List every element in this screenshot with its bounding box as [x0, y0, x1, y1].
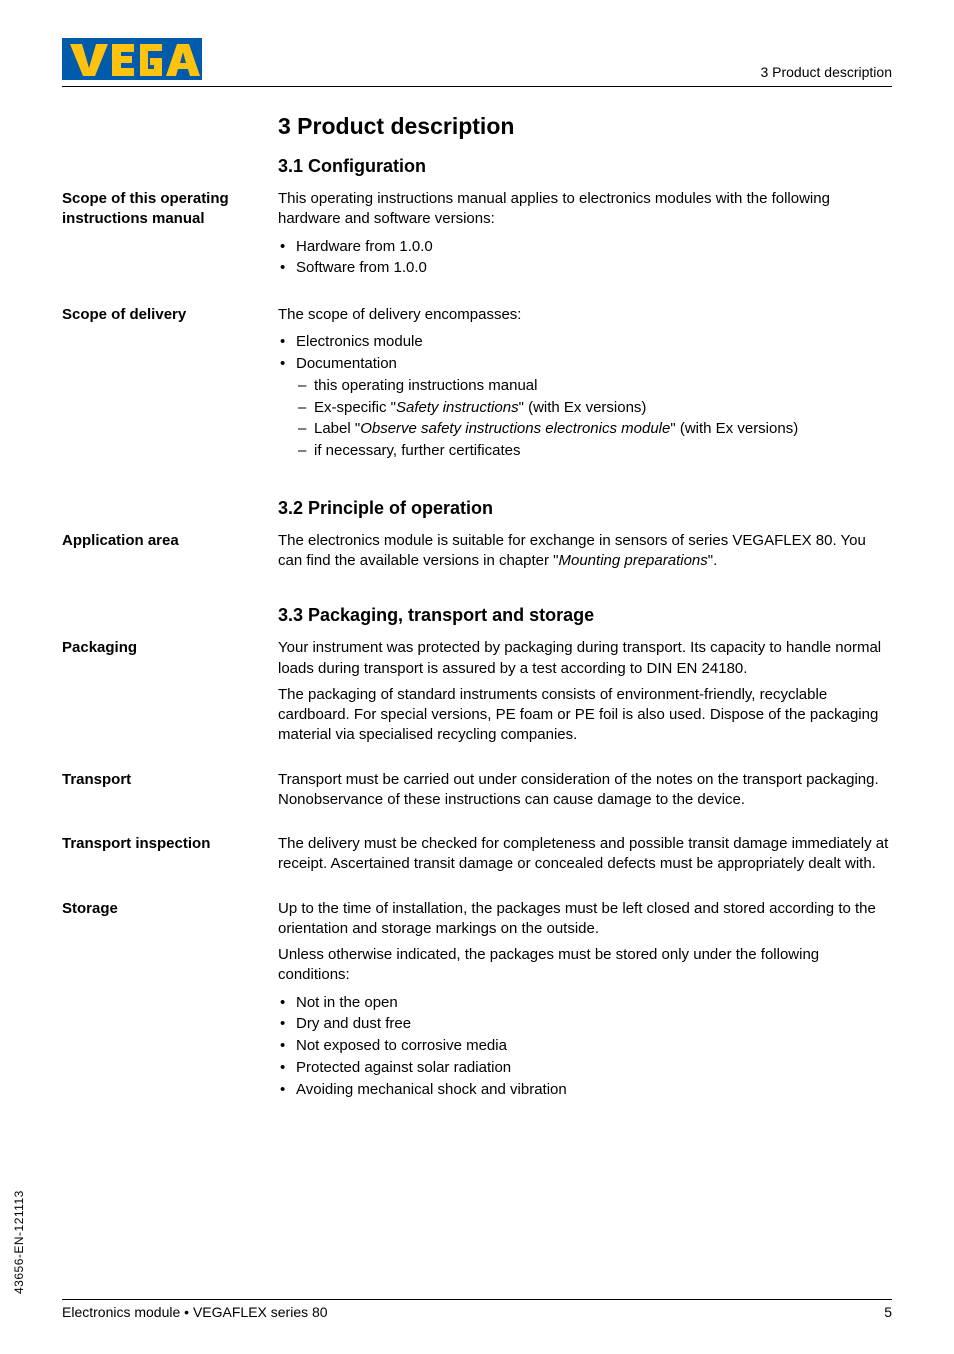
paragraph: Your instrument was protected by packagi…: [278, 638, 892, 679]
list-item: Electronics module: [296, 331, 892, 353]
list-item: if necessary, further certificates: [314, 440, 892, 462]
bullet-list: Not in the open Dry and dust free Not ex…: [278, 992, 892, 1101]
paragraph: Transport must be carried out under cons…: [278, 770, 892, 811]
label-application-area: Application area: [62, 531, 278, 551]
header-bar: 3 Product description: [62, 38, 892, 87]
italic-text: Mounting preparations: [559, 552, 708, 569]
list-item: Dry and dust free: [296, 1013, 892, 1035]
paragraph: Up to the time of installation, the pack…: [278, 899, 892, 940]
footer: Electronics module • VEGAFLEX series 80 …: [62, 1299, 892, 1320]
list-item: Avoiding mechanical shock and vibration: [296, 1079, 892, 1101]
paragraph: The scope of delivery encompasses:: [278, 305, 892, 325]
document-id-vertical: 43656-EN-121113: [12, 1190, 26, 1294]
paragraph: The packaging of standard instruments co…: [278, 685, 892, 746]
paragraph: The electronics module is suitable for e…: [278, 531, 892, 572]
list-item: Documentation this operating instruction…: [296, 353, 892, 462]
section-3-1-heading: 3.1 Configuration: [278, 156, 892, 177]
bullet-list: Hardware from 1.0.0 Software from 1.0.0: [278, 236, 892, 280]
paragraph: Unless otherwise indicated, the packages…: [278, 945, 892, 986]
italic-text: Safety instructions: [396, 399, 519, 416]
label-storage: Storage: [62, 899, 278, 919]
label-scope-delivery: Scope of delivery: [62, 305, 278, 325]
paragraph: This operating instructions manual appli…: [278, 189, 892, 230]
label-scope-manual: Scope of this operating instructions man…: [62, 189, 278, 228]
label-packaging: Packaging: [62, 638, 278, 658]
sublist: this operating instructions manual Ex-sp…: [296, 375, 892, 462]
bullet-list: Electronics module Documentation this op…: [278, 331, 892, 462]
page: 3 Product description 3 Product descript…: [0, 0, 954, 1354]
list-item: Label "Observe safety instructions elect…: [314, 418, 892, 440]
list-item-text: Documentation: [296, 355, 397, 372]
logo: [62, 38, 202, 80]
list-item: Software from 1.0.0: [296, 257, 892, 279]
text: Label ": [314, 420, 360, 437]
content-area: 3 Product description 3.1 Configuration …: [62, 113, 892, 1112]
section-3-3-heading: 3.3 Packaging, transport and storage: [278, 605, 892, 626]
text: Ex-specific ": [314, 399, 396, 416]
section-3-2-heading: 3.2 Principle of operation: [278, 498, 892, 519]
page-number: 5: [884, 1304, 892, 1320]
footer-left: Electronics module • VEGAFLEX series 80: [62, 1304, 328, 1320]
list-item: Hardware from 1.0.0: [296, 236, 892, 258]
list-item: Protected against solar radiation: [296, 1057, 892, 1079]
text: " (with Ex versions): [670, 420, 798, 437]
list-item: Ex-specific "Safety instructions" (with …: [314, 397, 892, 419]
italic-text: Observe safety instructions electronics …: [360, 420, 670, 437]
header-section-label: 3 Product description: [760, 64, 892, 80]
label-transport-inspection: Transport inspection: [62, 834, 278, 854]
chapter-title: 3 Product description: [278, 113, 892, 140]
text: " (with Ex versions): [519, 399, 647, 416]
label-transport: Transport: [62, 770, 278, 790]
paragraph: The delivery must be checked for complet…: [278, 834, 892, 875]
list-item: Not exposed to corrosive media: [296, 1035, 892, 1057]
list-item: Not in the open: [296, 992, 892, 1014]
list-item: this operating instructions manual: [314, 375, 892, 397]
text: ".: [708, 552, 718, 569]
vega-logo-icon: [62, 38, 202, 80]
